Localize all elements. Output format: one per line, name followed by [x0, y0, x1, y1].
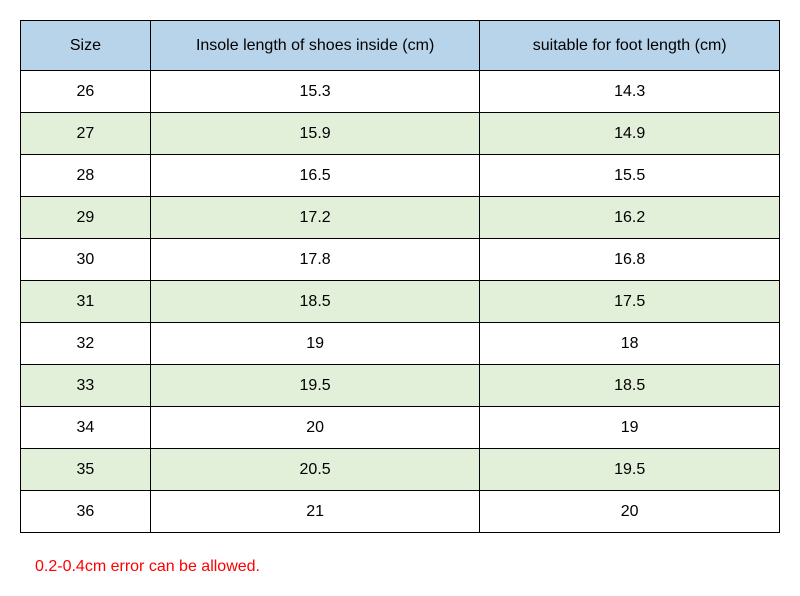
- header-insole: Insole length of shoes inside (cm): [150, 21, 480, 71]
- header-size: Size: [21, 21, 151, 71]
- table-cell: 26: [21, 71, 151, 113]
- table-cell: 18.5: [150, 281, 480, 323]
- table-cell: 28: [21, 155, 151, 197]
- table-cell: 19.5: [150, 365, 480, 407]
- table-header-row: Size Insole length of shoes inside (cm) …: [21, 21, 780, 71]
- table-cell: 18.5: [480, 365, 780, 407]
- size-chart-table: Size Insole length of shoes inside (cm) …: [20, 20, 780, 533]
- table-row: 2715.914.9: [21, 113, 780, 155]
- table-cell: 20.5: [150, 449, 480, 491]
- table-row: 342019: [21, 407, 780, 449]
- table-cell: 19: [150, 323, 480, 365]
- table-cell: 20: [480, 491, 780, 533]
- table-cell: 14.9: [480, 113, 780, 155]
- table-cell: 33: [21, 365, 151, 407]
- table-row: 3017.816.8: [21, 239, 780, 281]
- table-cell: 18: [480, 323, 780, 365]
- table-cell: 17.8: [150, 239, 480, 281]
- table-cell: 30: [21, 239, 151, 281]
- table-cell: 35: [21, 449, 151, 491]
- table-cell: 15.5: [480, 155, 780, 197]
- table-cell: 21: [150, 491, 480, 533]
- table-cell: 34: [21, 407, 151, 449]
- table-cell: 27: [21, 113, 151, 155]
- table-cell: 31: [21, 281, 151, 323]
- table-row: 362120: [21, 491, 780, 533]
- table-cell: 17.2: [150, 197, 480, 239]
- table-row: 3520.519.5: [21, 449, 780, 491]
- table-cell: 29: [21, 197, 151, 239]
- table-row: 2917.216.2: [21, 197, 780, 239]
- table-row: 3319.518.5: [21, 365, 780, 407]
- table-row: 321918: [21, 323, 780, 365]
- table-row: 2816.515.5: [21, 155, 780, 197]
- table-cell: 16.8: [480, 239, 780, 281]
- table-cell: 15.9: [150, 113, 480, 155]
- table-cell: 14.3: [480, 71, 780, 113]
- table-cell: 36: [21, 491, 151, 533]
- header-foot: suitable for foot length (cm): [480, 21, 780, 71]
- table-cell: 15.3: [150, 71, 480, 113]
- table-body: 2615.314.32715.914.92816.515.52917.216.2…: [21, 71, 780, 533]
- table-row: 3118.517.5: [21, 281, 780, 323]
- table-cell: 32: [21, 323, 151, 365]
- table-cell: 17.5: [480, 281, 780, 323]
- footnote-text: 0.2-0.4cm error can be allowed.: [35, 558, 780, 576]
- table-cell: 19.5: [480, 449, 780, 491]
- table-cell: 16.5: [150, 155, 480, 197]
- table-cell: 20: [150, 407, 480, 449]
- table-cell: 16.2: [480, 197, 780, 239]
- table-cell: 19: [480, 407, 780, 449]
- table-row: 2615.314.3: [21, 71, 780, 113]
